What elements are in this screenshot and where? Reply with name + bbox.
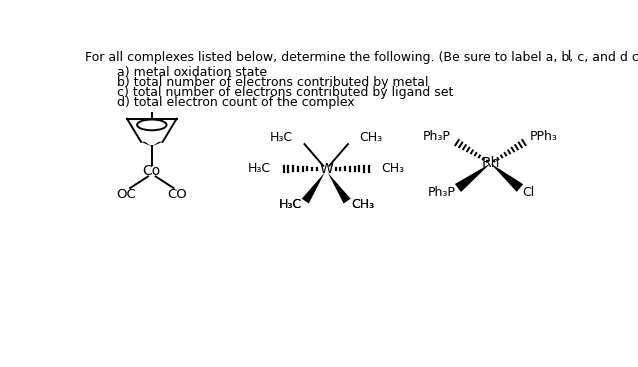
Text: CH₃: CH₃ <box>351 199 374 211</box>
Text: a) metal oxidation state: a) metal oxidation state <box>117 66 267 79</box>
Text: H₃C: H₃C <box>248 162 271 175</box>
Text: PPh₃: PPh₃ <box>530 130 558 143</box>
Text: H₃C: H₃C <box>278 199 301 211</box>
Text: Cl: Cl <box>523 186 535 199</box>
Text: H₃C: H₃C <box>278 199 301 211</box>
Text: OC: OC <box>116 188 136 201</box>
Text: Rh: Rh <box>481 156 500 170</box>
Polygon shape <box>302 172 325 203</box>
Text: CH₃: CH₃ <box>351 199 374 211</box>
Text: CO: CO <box>168 188 188 201</box>
Text: d) total electron count of the complex: d) total electron count of the complex <box>117 97 355 109</box>
Polygon shape <box>328 172 351 203</box>
Text: Ph₃P: Ph₃P <box>423 130 451 143</box>
Text: For all complexes listed below, determine the following. (Be sure to label a, b,: For all complexes listed below, determin… <box>85 51 638 64</box>
Text: c) total number of electrons contributed by ligand set: c) total number of electrons contributed… <box>117 86 454 99</box>
Polygon shape <box>141 142 152 146</box>
Text: CH₃: CH₃ <box>382 162 404 175</box>
Polygon shape <box>455 163 491 192</box>
Text: W: W <box>320 162 333 176</box>
Text: Co: Co <box>143 164 161 178</box>
Text: Ph₃P: Ph₃P <box>427 186 456 199</box>
Text: H₃C: H₃C <box>270 131 293 145</box>
Polygon shape <box>152 142 163 146</box>
Text: b) total number of electrons contributed by metal: b) total number of electrons contributed… <box>117 76 429 90</box>
Polygon shape <box>491 163 523 192</box>
Text: CH₃: CH₃ <box>360 131 383 145</box>
